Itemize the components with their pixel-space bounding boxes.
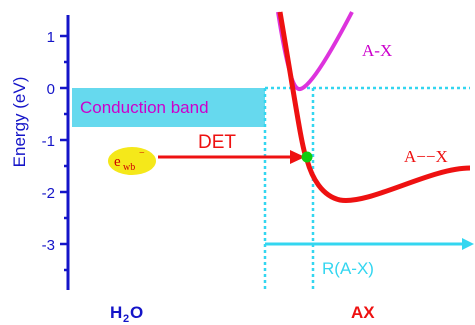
tick-label-minus3: -3 — [42, 237, 55, 254]
crossing-point-marker — [301, 151, 313, 163]
anion-curve — [277, 11, 471, 203]
tick-label-minus1: -1 — [42, 133, 55, 150]
ax-bottom-label: AX — [351, 303, 375, 322]
tick-label-1: 1 — [47, 29, 55, 46]
tick-label-0: 0 — [47, 81, 55, 98]
dotted-guides — [263, 86, 470, 290]
ewb-label: e wb− — [114, 148, 145, 173]
h2o-label: H2O — [110, 303, 143, 325]
det-label: DET — [198, 132, 236, 153]
det-arrowhead — [290, 150, 305, 164]
anion-curve-label: A−−X — [404, 147, 448, 166]
r-axis-label: R(A-X) — [322, 259, 374, 278]
energy-axis-ticks — [60, 34, 68, 272]
r-axis-arrowhead — [462, 238, 474, 250]
y-axis-label: Energy (eV) — [10, 77, 29, 168]
conduction-band-region — [72, 88, 265, 127]
conduction-band-label: Conduction band — [80, 98, 209, 117]
ewb-ellipse — [108, 147, 156, 175]
tick-label-minus2: -2 — [42, 185, 55, 202]
ax-curve-label: A-X — [362, 41, 392, 60]
